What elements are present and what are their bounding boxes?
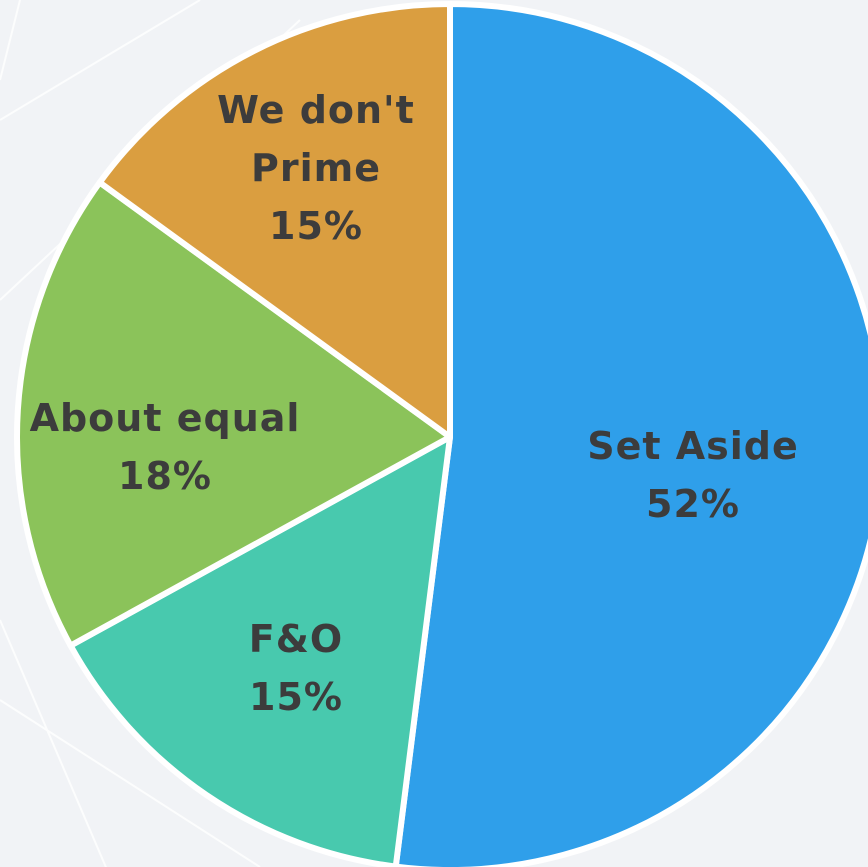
category-label: F&O bbox=[248, 617, 344, 661]
pie-slice bbox=[14, 179, 453, 649]
slice-label: F&O 15% bbox=[196, 610, 396, 726]
category-label: Set Aside bbox=[587, 424, 799, 468]
pie-slice bbox=[96, 1, 453, 440]
slice-label: Set Aside 52% bbox=[543, 417, 843, 533]
category-label: About equal bbox=[29, 396, 301, 440]
slice-label: We don't Prime 15% bbox=[211, 81, 421, 255]
slice-label: About equal 18% bbox=[5, 389, 325, 505]
value-label: 15% bbox=[269, 204, 363, 248]
value-label: 52% bbox=[646, 482, 740, 526]
pie-slice bbox=[67, 434, 453, 867]
value-label: 15% bbox=[249, 675, 343, 719]
value-label: 18% bbox=[118, 454, 212, 498]
category-label: We don't Prime bbox=[217, 88, 415, 190]
pie-slice bbox=[392, 1, 868, 867]
